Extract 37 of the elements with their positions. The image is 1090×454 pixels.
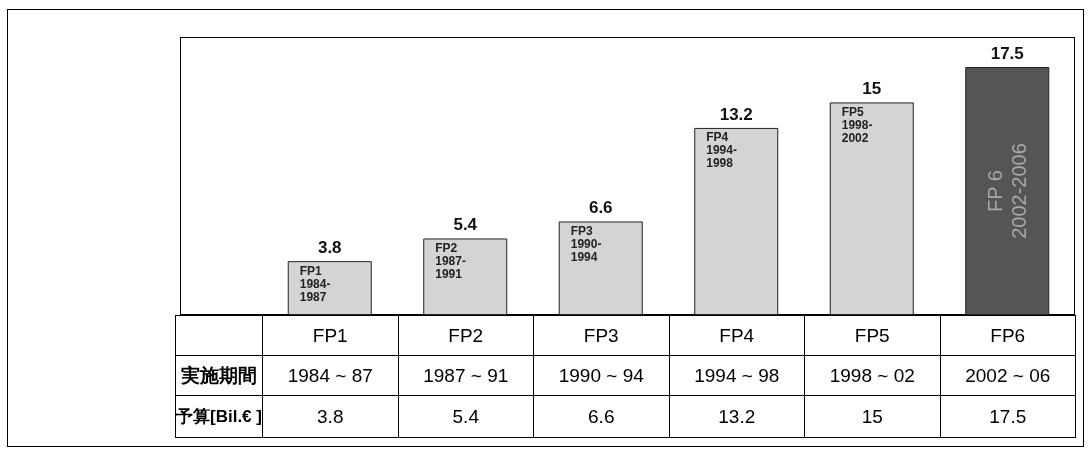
annotation: FP4 1994- 1998 <box>706 130 737 171</box>
x-tick-label: FP4 <box>669 315 805 356</box>
bar <box>965 67 1050 315</box>
x-tick-label: FP2 <box>398 315 534 356</box>
annotation: FP 6 2002-2006 <box>984 143 1031 239</box>
x-tick-label: FP5 <box>804 315 940 356</box>
text: 2002 ~ 06 <box>940 355 1076 396</box>
x-tick-label: FP6 <box>940 315 1076 356</box>
bar <box>694 127 779 315</box>
annotation: FP1 1984- 1987 <box>299 263 331 304</box>
bar <box>558 221 643 315</box>
text: 1998 ~ 02 <box>804 355 940 396</box>
data-label: 3.8 <box>317 238 342 258</box>
text: 17.5 <box>940 395 1076 438</box>
data-label: 13.2 <box>719 104 753 124</box>
text: 3.8 <box>262 395 398 438</box>
text: 1987 ~ 91 <box>398 355 534 396</box>
text: 1990 ~ 94 <box>533 355 669 396</box>
annotation: FP5 1998- 2002 <box>841 104 873 145</box>
text: 1994 ~ 98 <box>669 355 805 396</box>
text: 実施期間 <box>175 355 263 396</box>
text: 15 <box>804 395 940 438</box>
data-label: 15 <box>862 79 882 99</box>
text: 5.4 <box>398 395 534 438</box>
data-label: 5.4 <box>453 215 478 235</box>
data-label: 6.6 <box>588 198 613 218</box>
annotation: FP2 1987- 1991 <box>435 240 466 281</box>
annotation: FP3 1990- 1994 <box>570 223 602 264</box>
x-tick-label: FP1 <box>262 315 398 356</box>
text: 予算[Bil.€ ] <box>175 395 263 438</box>
x-tick-label: FP3 <box>533 315 669 356</box>
text: 1984 ~ 87 <box>262 355 398 396</box>
bar <box>423 238 508 315</box>
bar <box>829 102 914 315</box>
data-label: 17.5 <box>990 44 1024 63</box>
text: 6.6 <box>533 395 669 438</box>
text: 13.2 <box>669 395 805 438</box>
